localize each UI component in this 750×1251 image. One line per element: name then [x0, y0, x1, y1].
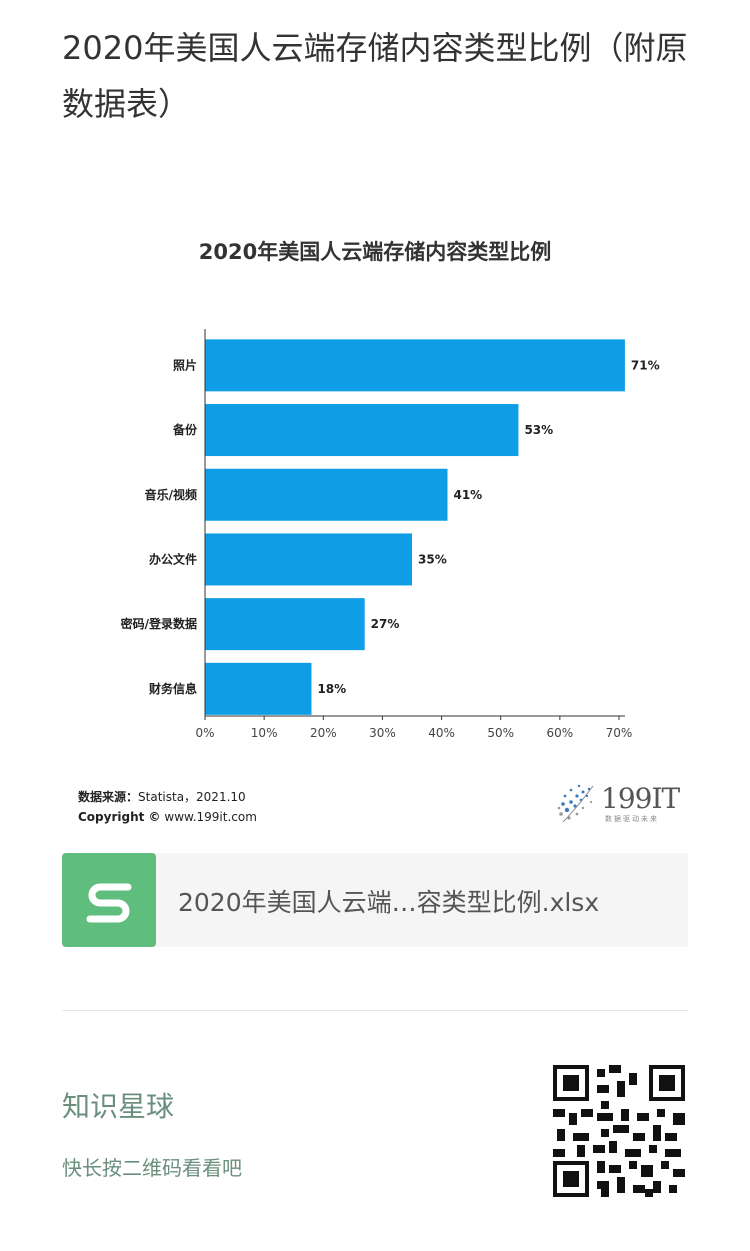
data-label: 27% — [371, 617, 400, 631]
bar — [205, 468, 448, 521]
bar — [205, 598, 365, 651]
x-tick-label: 0% — [195, 726, 214, 740]
promo-title: 知识星球 — [62, 1090, 175, 1123]
bar — [205, 404, 519, 457]
bar — [205, 339, 625, 392]
bar-chart: 照片 71% 备份 53% 音乐/视频 41% 办公文件 35% 密码/登录数据 27% 财务信息 1… — [121, 329, 660, 740]
chart-source: 数据来源：Statista，2021.10 Copyright © www.19… — [78, 787, 257, 827]
category-label: 照片 — [173, 357, 197, 372]
copyright-label: Copyright © — [78, 810, 161, 824]
brand-logo: 199IT 数据驱动未来 — [553, 780, 683, 826]
category-label: 密码/登录数据 — [121, 616, 197, 631]
copyright-text: www.199it.com — [164, 810, 257, 824]
file-name: 2020年美国人云端…容类型比例.xlsx — [178, 888, 600, 917]
data-label: 35% — [418, 552, 447, 566]
dandelion-logo-icon — [557, 784, 594, 823]
promo-subtitle: 快长按二维码看看吧 — [62, 1156, 242, 1180]
bar — [205, 662, 312, 715]
article-title: 2020年美国人云端存储内容类型比例（附原数据表） — [62, 29, 688, 123]
data-label: 41% — [453, 488, 482, 502]
qr-code-icon[interactable] — [553, 1065, 685, 1197]
logo-text: 199IT — [601, 782, 680, 815]
x-tick-label: 70% — [606, 726, 633, 740]
spreadsheet-s-icon — [62, 853, 156, 947]
category-label: 音乐/视频 — [145, 487, 197, 502]
x-tick-label: 60% — [547, 726, 574, 740]
data-label: 18% — [317, 682, 346, 696]
category-label: 财务信息 — [148, 681, 197, 696]
x-tick-label: 50% — [487, 726, 514, 740]
chart-title: 2020年美国人云端存储内容类型比例 — [198, 240, 552, 264]
bar — [205, 533, 412, 586]
logo-tagline: 数据驱动未来 — [605, 815, 659, 823]
source-text: Statista，2021.10 — [138, 790, 246, 804]
category-label: 备份 — [172, 422, 198, 437]
x-tick-label: 20% — [310, 726, 337, 740]
x-tick-label: 10% — [251, 726, 278, 740]
x-tick-label: 40% — [428, 726, 455, 740]
divider — [62, 1010, 688, 1011]
source-label: 数据来源： — [78, 790, 139, 804]
data-label: 53% — [524, 423, 553, 437]
category-label: 办公文件 — [149, 551, 197, 566]
data-label: 71% — [631, 358, 660, 372]
file-attachment-card[interactable]: 2020年美国人云端…容类型比例.xlsx — [62, 853, 688, 947]
x-tick-label: 30% — [369, 726, 396, 740]
